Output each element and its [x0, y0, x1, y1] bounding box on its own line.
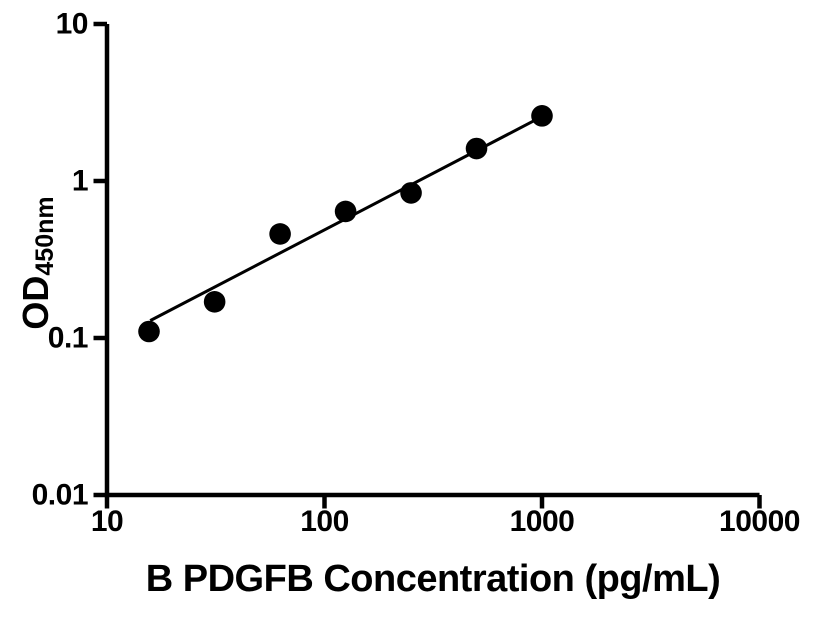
- x-tick-label: 10: [91, 505, 123, 538]
- y-axis-title-subscript: 450nm: [31, 196, 59, 275]
- data-point: [203, 291, 226, 313]
- y-tick-label: 1: [72, 165, 88, 198]
- y-axis-title: OD450nm: [15, 196, 59, 329]
- y-tick-marks: [93, 21, 107, 498]
- y-axis-title-main: OD: [15, 276, 56, 330]
- axis-lines: [104, 24, 760, 498]
- data-point: [269, 223, 291, 245]
- data-points: [138, 105, 553, 343]
- y-tick-labels: 10 1 0.1 0.01: [32, 8, 89, 512]
- data-point: [138, 320, 160, 343]
- data-point: [400, 182, 422, 204]
- x-axis-title: B PDGFB Concentration (pg/mL): [146, 558, 720, 600]
- x-tick-label: 1000: [510, 505, 575, 538]
- x-tick-labels: 10 100 1000 10000: [91, 505, 801, 538]
- x-tick-label: 10000: [719, 505, 800, 538]
- data-point: [465, 137, 488, 160]
- data-point: [334, 200, 357, 223]
- y-tick-label: 0.01: [32, 479, 88, 512]
- data-point: [531, 105, 553, 127]
- x-tick-label: 100: [300, 505, 349, 538]
- y-tick-label: 10: [56, 8, 88, 41]
- x-tick-marks: [104, 495, 762, 509]
- y-tick-label: 0.1: [48, 322, 88, 355]
